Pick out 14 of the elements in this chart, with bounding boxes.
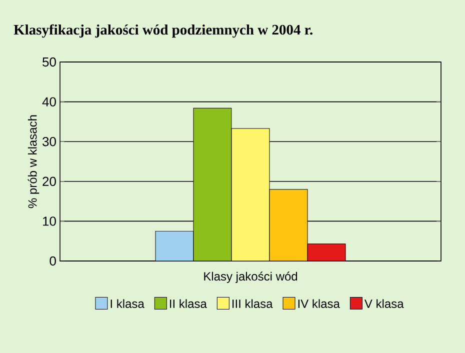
legend-label: III klasa bbox=[232, 299, 273, 308]
y-tick-label: 10 bbox=[42, 216, 56, 226]
y-tick-label: 0 bbox=[50, 256, 56, 266]
y-axis-title: % prób w klasach bbox=[28, 115, 40, 208]
y-tick-label: 40 bbox=[42, 97, 56, 106]
chart-title: Klasyfikacja jakości wód podziemnych w 2004 r. bbox=[14, 24, 312, 38]
legend-label: I klasa bbox=[110, 299, 144, 308]
y-tick-label: 30 bbox=[42, 136, 56, 146]
x-axis-title: Klasy jakości wód bbox=[204, 272, 298, 283]
legend-label: V klasa bbox=[364, 299, 404, 308]
legend-label: II klasa bbox=[170, 299, 207, 308]
y-tick-label: 20 bbox=[42, 176, 56, 186]
legend-label: IV klasa bbox=[298, 299, 340, 308]
y-tick-label: 50 bbox=[42, 57, 56, 67]
